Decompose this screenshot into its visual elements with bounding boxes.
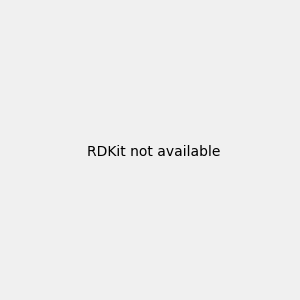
Text: RDKit not available: RDKit not available (87, 145, 220, 158)
